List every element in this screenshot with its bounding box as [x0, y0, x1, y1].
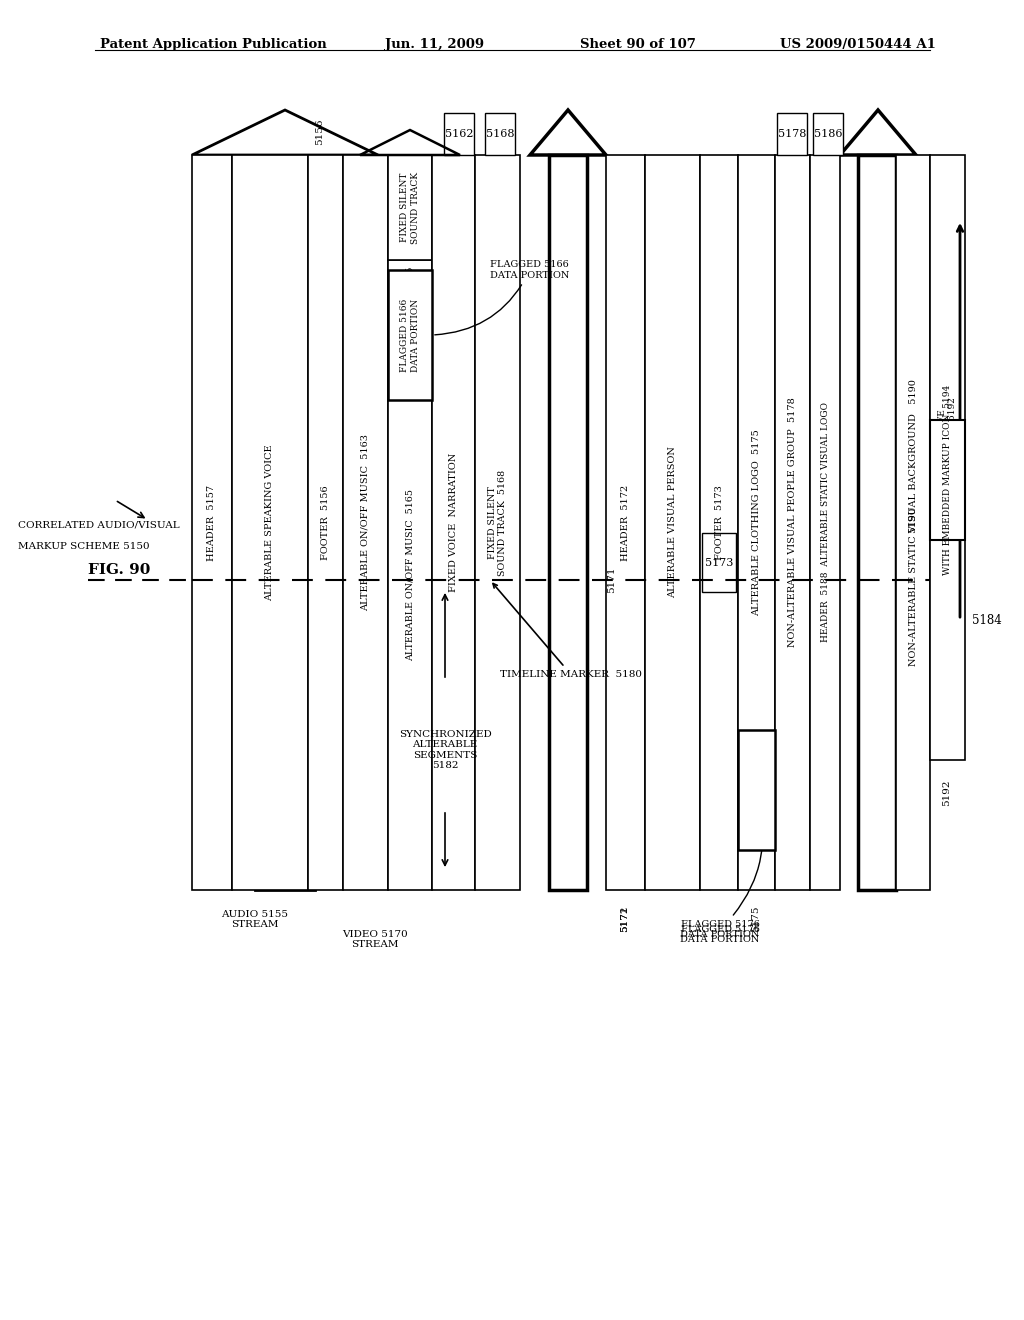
Text: HEADER  5172: HEADER 5172 — [621, 484, 630, 561]
Bar — [700, 154, 738, 890]
Bar — [388, 154, 432, 260]
Bar — [308, 154, 343, 890]
Text: ALTERABLE ON/OFF MUSIC  5163: ALTERABLE ON/OFF MUSIC 5163 — [361, 434, 370, 611]
Text: FOOTER  5156: FOOTER 5156 — [321, 486, 330, 560]
Text: 5184: 5184 — [972, 614, 1001, 627]
Text: FLAGGED 5176
DATA PORTION: FLAGGED 5176 DATA PORTION — [680, 793, 763, 940]
Text: 5165: 5165 — [406, 265, 415, 292]
Bar — [549, 154, 587, 890]
Bar — [388, 260, 432, 890]
Text: 5173: 5173 — [705, 558, 733, 568]
Text: ALTERABLE SPEAKING VOICE: ALTERABLE SPEAKING VOICE — [265, 445, 274, 601]
Bar — [775, 154, 810, 890]
Bar — [432, 154, 475, 890]
Text: NON-ALTERABLE VISUAL PEOPLE GROUP  5178: NON-ALTERABLE VISUAL PEOPLE GROUP 5178 — [788, 397, 797, 647]
Bar — [738, 154, 775, 890]
Bar — [475, 154, 520, 890]
Bar — [738, 730, 775, 850]
Text: 5190: 5190 — [908, 507, 918, 533]
Bar — [388, 271, 432, 400]
Text: FOOTER  5173: FOOTER 5173 — [715, 484, 724, 560]
Bar — [645, 154, 700, 890]
Text: ALTERABLE ON/OFF MUSIC  5165: ALTERABLE ON/OFF MUSIC 5165 — [406, 488, 415, 661]
Text: FIG. 90: FIG. 90 — [88, 564, 151, 577]
Text: ALTERABLE VISUAL PERSON: ALTERABLE VISUAL PERSON — [668, 446, 677, 598]
Text: HEADER  5188  ALTERABLE STATIC VISUAL LOGO: HEADER 5188 ALTERABLE STATIC VISUAL LOGO — [820, 403, 829, 643]
Text: NON-ALTERABLE STATIC VISUAL BACKGROUND   5190: NON-ALTERABLE STATIC VISUAL BACKGROUND 5… — [908, 379, 918, 665]
Bar — [255, 154, 315, 890]
Text: FLAGGED 5166
DATA PORTION: FLAGGED 5166 DATA PORTION — [400, 298, 420, 372]
Text: FIXED SILENT
SOUND TRACK: FIXED SILENT SOUND TRACK — [400, 172, 420, 244]
Text: FIXED SILENT
SOUND TRACK  5168: FIXED SILENT SOUND TRACK 5168 — [487, 470, 507, 576]
Bar — [232, 154, 308, 890]
Text: ALTERABLE CLOTHING LOGO  5175: ALTERABLE CLOTHING LOGO 5175 — [752, 429, 761, 616]
FancyBboxPatch shape — [813, 114, 843, 154]
Bar — [896, 154, 930, 890]
Text: VIDEO 5170
STREAM: VIDEO 5170 STREAM — [342, 931, 408, 949]
Bar — [606, 154, 645, 890]
Bar — [810, 154, 840, 890]
Text: Jun. 11, 2009: Jun. 11, 2009 — [385, 38, 484, 51]
Text: 5192: 5192 — [942, 780, 951, 807]
Text: 5168: 5168 — [485, 129, 514, 139]
Text: 5171: 5171 — [607, 566, 616, 593]
Text: 5178: 5178 — [778, 129, 806, 139]
Text: Sheet 90 of 107: Sheet 90 of 107 — [580, 38, 696, 51]
FancyBboxPatch shape — [444, 114, 474, 154]
Text: 5162: 5162 — [444, 129, 473, 139]
Text: SYNCHRONIZED
ALTERABLE
SEGMENTS
5182: SYNCHRONIZED ALTERABLE SEGMENTS 5182 — [398, 730, 492, 770]
Text: AUDIO 5155
STREAM: AUDIO 5155 STREAM — [221, 909, 289, 929]
Text: 5186: 5186 — [814, 129, 843, 139]
Text: HEADER  5157: HEADER 5157 — [208, 484, 216, 561]
Text: FIXED VOICE  NARRATION: FIXED VOICE NARRATION — [449, 453, 458, 593]
Text: TIMELINE MARKER  5180: TIMELINE MARKER 5180 — [493, 583, 642, 678]
Text: 5172: 5172 — [621, 906, 630, 932]
FancyBboxPatch shape — [702, 533, 736, 591]
Text: WITH EMBEDDED MARKUP ICON  5194: WITH EMBEDDED MARKUP ICON 5194 — [942, 385, 951, 576]
Text: FLAGGED 5166
DATA PORTION: FLAGGED 5166 DATA PORTION — [435, 260, 569, 335]
FancyBboxPatch shape — [777, 114, 807, 154]
Text: 5171: 5171 — [621, 906, 630, 932]
Bar — [930, 420, 965, 540]
Text: FLAGGED 5176
DATA PORTION: FLAGGED 5176 DATA PORTION — [680, 925, 760, 944]
Text: CORRELATED AUDIO/VISUAL: CORRELATED AUDIO/VISUAL — [18, 521, 179, 531]
Text: ALTERABLE ACTIVE
PRODUCT DISPLAY  5192: ALTERABLE ACTIVE PRODUCT DISPLAY 5192 — [938, 397, 957, 517]
Text: MARKUP SCHEME 5150: MARKUP SCHEME 5150 — [18, 543, 150, 550]
Bar — [343, 154, 388, 890]
Text: 5175: 5175 — [752, 906, 761, 932]
Bar — [193, 154, 232, 890]
Text: Patent Application Publication: Patent Application Publication — [100, 38, 327, 51]
Bar — [858, 154, 896, 890]
Text: US 2009/0150444 A1: US 2009/0150444 A1 — [780, 38, 936, 51]
Bar — [930, 154, 965, 760]
Text: 5156: 5156 — [315, 119, 325, 145]
FancyBboxPatch shape — [485, 114, 515, 154]
